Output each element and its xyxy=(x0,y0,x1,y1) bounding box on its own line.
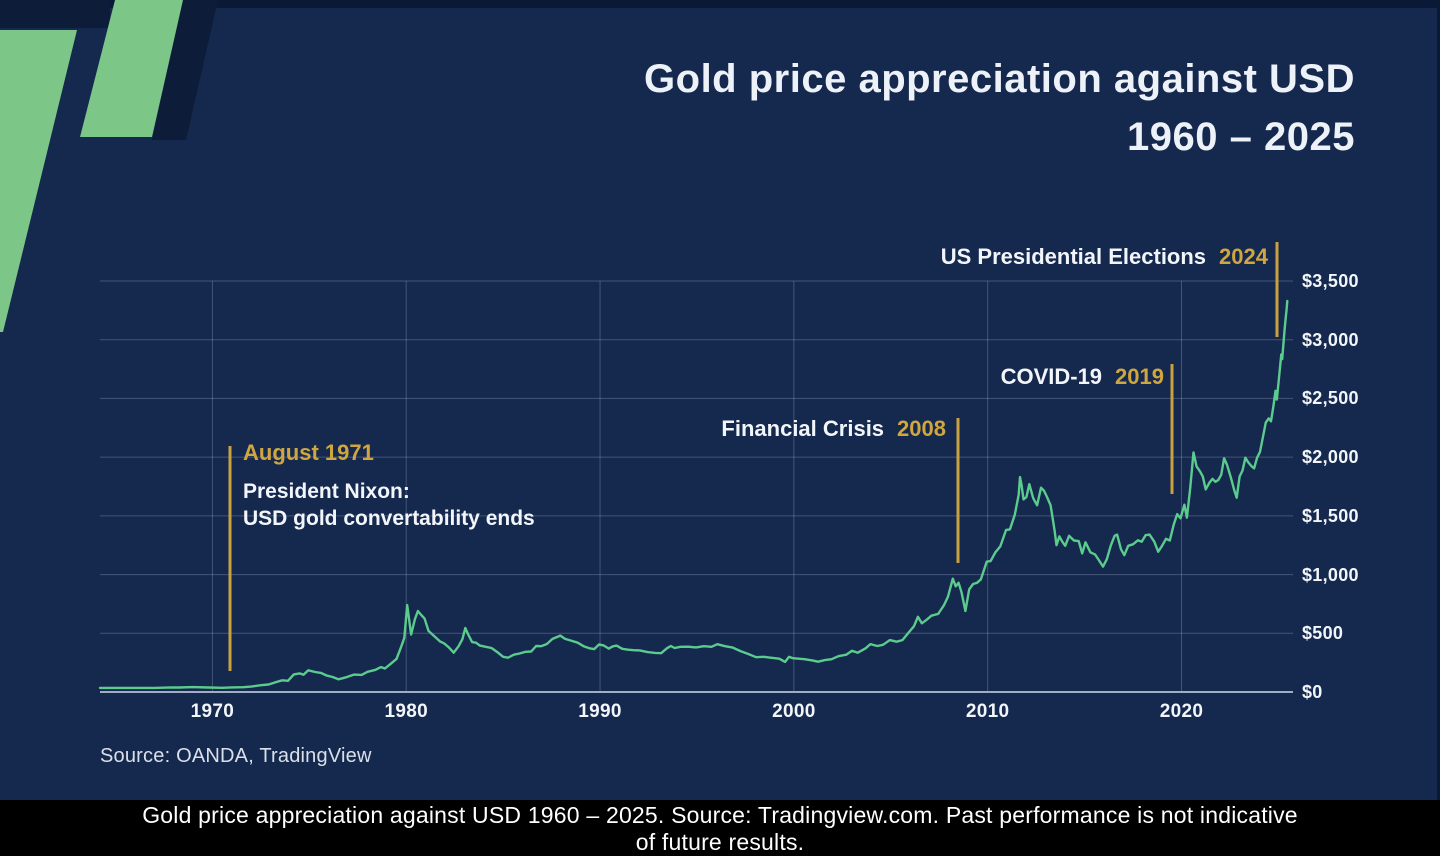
source-note: Source: OANDA, TradingView xyxy=(100,745,372,767)
price-line-Gold price in USD xyxy=(98,299,1289,690)
chart-title: Gold price appreciation against USD 1960… xyxy=(644,50,1355,166)
logo-bar-right xyxy=(80,0,183,137)
annotation-us-elections-year: 2024 xyxy=(1219,244,1268,269)
annotation-covid-19-label: COVID-19 xyxy=(1000,364,1103,389)
green-slash-logo xyxy=(0,0,218,332)
annotation-august-1971-text1: President Nixon: xyxy=(243,480,410,503)
logo-bar-left xyxy=(0,30,77,332)
annotation-us-elections: US Presidential Elections 2024 xyxy=(941,244,1268,270)
right-edge-strip xyxy=(1437,0,1440,856)
logo-backdrop-right xyxy=(152,0,218,140)
annotation-financial-crisis-label: Financial Crisis xyxy=(721,416,885,441)
caption-line2: of future results. xyxy=(635,829,805,855)
annotation-august-1971-text2: USD gold convertability ends xyxy=(243,507,535,530)
annotation-covid-19: COVID-19 2019 xyxy=(1001,364,1164,390)
annotation-covid-19-year: 2019 xyxy=(1115,364,1164,389)
annotation-august-1971-date: August 1971 xyxy=(243,440,374,465)
caption-line1: Gold price appreciation against USD 1960… xyxy=(142,802,1298,828)
top-edge-strip xyxy=(0,0,1440,8)
annotation-us-elections-label: US Presidential Elections xyxy=(940,244,1207,269)
caption-bar: Gold price appreciation against USD 1960… xyxy=(0,800,1440,856)
annotation-financial-crisis-year: 2008 xyxy=(897,416,946,441)
chart-title-line2: 1960 – 2025 xyxy=(1127,115,1355,159)
logo-backdrop-left xyxy=(0,0,110,28)
chart-title-line1: Gold price appreciation against USD xyxy=(644,57,1355,101)
annotation-financial-crisis: Financial Crisis 2008 xyxy=(721,416,946,442)
annotation-august-1971: August 1971 President Nixon: USD gold co… xyxy=(243,440,535,532)
